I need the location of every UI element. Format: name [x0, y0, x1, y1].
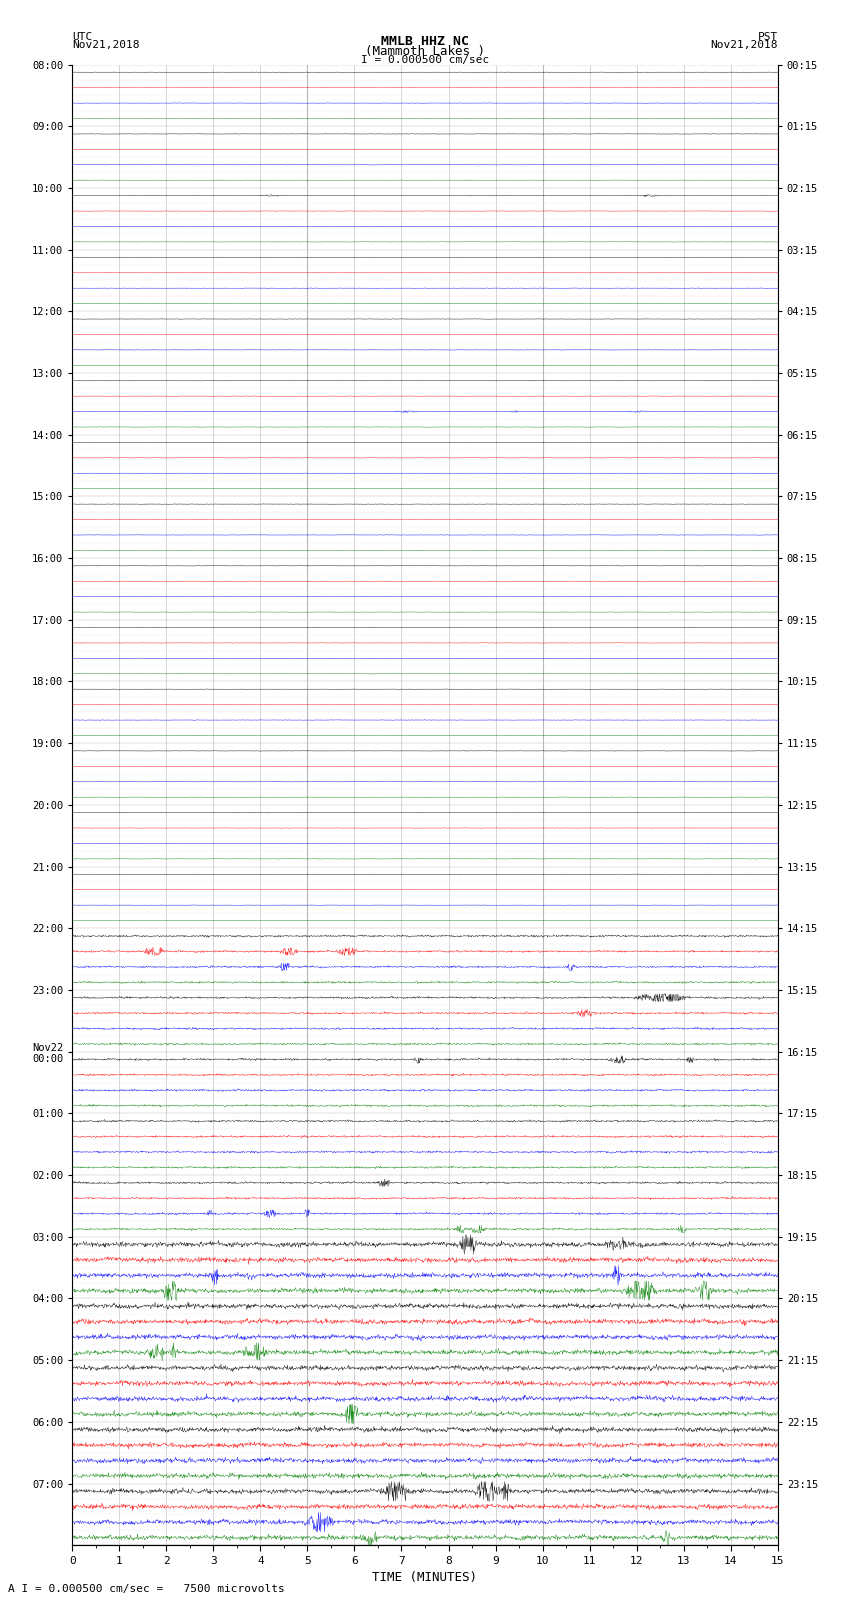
Text: Nov21,2018: Nov21,2018 [72, 40, 139, 50]
Text: Nov21,2018: Nov21,2018 [711, 40, 778, 50]
Text: MMLB HHZ NC: MMLB HHZ NC [381, 35, 469, 48]
Text: A I = 0.000500 cm/sec =   7500 microvolts: A I = 0.000500 cm/sec = 7500 microvolts [8, 1584, 286, 1594]
Text: I = 0.000500 cm/sec: I = 0.000500 cm/sec [361, 55, 489, 65]
Text: UTC: UTC [72, 32, 93, 42]
Text: (Mammoth Lakes ): (Mammoth Lakes ) [365, 45, 485, 58]
Text: PST: PST [757, 32, 778, 42]
X-axis label: TIME (MINUTES): TIME (MINUTES) [372, 1571, 478, 1584]
